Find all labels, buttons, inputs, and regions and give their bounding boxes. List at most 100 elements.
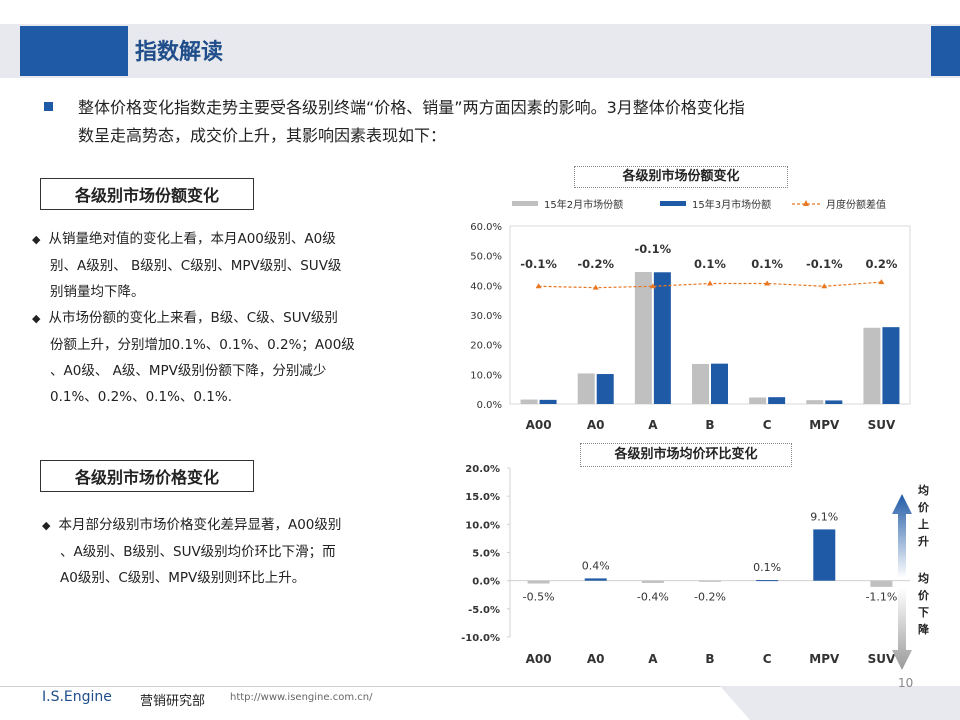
y-tick-label: 0.0% [472, 577, 500, 588]
footer-divider [0, 686, 960, 687]
bar [520, 399, 538, 404]
y-tick-label: 10.0% [465, 520, 500, 531]
bar [813, 529, 836, 581]
y-tick-label: -10.0% [461, 633, 500, 644]
x-tick-label: C [763, 418, 772, 432]
section-price-text: ◆ 本月部分级别市场价格变化差异显著，A00级别 、A级别、B级别、SUV级别均价… [42, 512, 442, 591]
diff-marker [878, 279, 885, 285]
y-tick-label: 20.0% [470, 341, 502, 352]
bar [711, 363, 728, 404]
diff-marker [707, 280, 713, 286]
y-tick-label: 0.0% [477, 400, 502, 411]
bar [806, 400, 824, 404]
y-tick-label: 30.0% [470, 311, 502, 322]
intro-line-1: 整体价格变化指数走势主要受各级别终端“价格、销量”两方面因素的影响。3月整体价格… [78, 98, 745, 117]
square-bullet-icon [44, 102, 53, 111]
page-title: 指数解读 [135, 40, 224, 65]
page-number: 10 [898, 676, 914, 690]
intro-text: 整体价格变化指数走势主要受各级别终端“价格、销量”两方面因素的影响。3月整体价格… [78, 94, 908, 150]
plot-frame [509, 225, 911, 405]
bar [882, 327, 900, 404]
diff-marker [649, 283, 656, 289]
bar [527, 580, 550, 584]
arrow-up-icon [892, 494, 912, 578]
bullet-item: ◆ 本月部分级别市场价格变化差异显著，A00级别 、A级别、B级别、SUV级别均价… [42, 517, 342, 586]
price-change-chart: -10.0% -5.0% 0.0% 5.0% 10.0% 15.0% 20.0% -0.5% A… [461, 464, 910, 666]
data-label: 0.1% [753, 561, 781, 574]
x-tick-label: A00 [526, 652, 552, 666]
section-share-text: ◆ 从销量绝对值的变化上看，本月A00级别、A0级 别、A级别、 B级别、C级别、… [32, 226, 432, 410]
bar [692, 363, 709, 404]
section-title-price: 各级别市场价格变化 [40, 460, 254, 492]
intro-line-2: 数呈走高势态，成交价上升，其影响因素表现如下： [78, 126, 447, 145]
bullet-item: ◆ 从市场份额的变化上来看，B级、C级、SUV级别 份额上升，分别增加0.1%、0… [32, 310, 355, 405]
price-down-label: 均价下降 [918, 572, 929, 636]
section-title-share: 各级别市场份额变化 [40, 178, 254, 210]
chart1-legend: 15年2月市场份额 15年3月市场份额 月度份额差值 [512, 198, 886, 211]
legend-swatch-feb [512, 201, 538, 206]
legend-label-feb: 15年2月市场份额 [544, 198, 623, 211]
data-label: 0.1% [751, 257, 783, 271]
x-tick-label: MPV [809, 418, 840, 432]
y-tick-label: 60.0% [470, 222, 502, 233]
x-tick-label: A0 [587, 418, 605, 432]
price-arrows [892, 494, 912, 670]
footer-url-link[interactable]: http://www.isengine.com.cn/ [230, 692, 373, 703]
footer-brand: I.S.Engine [42, 689, 112, 705]
market-share-chart: 15年2月市场份额 15年3月市场份额 月度份额差值 0.0% 10.0% 20.0… [470, 198, 911, 432]
footer-decoration [720, 686, 960, 720]
bar [863, 327, 881, 404]
diff-marker [592, 284, 599, 290]
legend-label-mar: 15年3月市场份额 [692, 198, 771, 211]
x-tick-label: MPV [809, 652, 840, 666]
y-tick-label: 40.0% [470, 281, 502, 292]
data-label: -0.1% [520, 257, 557, 271]
bar [596, 374, 614, 404]
data-label: -0.4% [637, 591, 669, 604]
bar [634, 271, 652, 404]
x-tick-label: SUV [868, 652, 896, 666]
x-tick-label: B [705, 418, 714, 432]
x-tick-label: A0 [587, 652, 605, 666]
bar [699, 580, 721, 582]
data-label: -0.2% [694, 591, 726, 604]
header-accent-block [20, 26, 128, 76]
y-tick-label: 50.0% [470, 252, 502, 263]
bar [749, 397, 767, 404]
data-label: 9.1% [810, 510, 838, 523]
bar [825, 400, 843, 404]
y-tick-label: 15.0% [465, 492, 500, 503]
header-band [0, 24, 960, 78]
bar [870, 580, 893, 587]
diff-marker [535, 283, 542, 289]
diamond-bullet-icon: ◆ [32, 233, 41, 246]
data-label: 0.4% [582, 559, 610, 572]
y-tick-label: 10.0% [470, 370, 502, 381]
x-tick-label: B [705, 652, 714, 666]
x-tick-label: A [648, 418, 658, 432]
y-tick-label: 20.0% [465, 464, 500, 475]
legend-swatch-mar [660, 201, 686, 206]
x-tick-label: A [648, 652, 658, 666]
chart1-title: 各级别市场份额变化 [574, 166, 788, 188]
diamond-bullet-icon: ◆ [32, 312, 41, 325]
arrow-down-icon [892, 588, 912, 670]
x-tick-label: A00 [526, 418, 552, 432]
bar [577, 373, 595, 404]
x-tick-label: C [763, 652, 772, 666]
diamond-bullet-icon: ◆ [42, 519, 51, 532]
data-label: 0.1% [694, 257, 726, 271]
y-tick-label: -5.0% [468, 605, 500, 616]
data-label: -0.5% [523, 591, 555, 604]
legend-label-diff: 月度份额差值 [826, 198, 886, 211]
bullet-item: ◆ 从销量绝对值的变化上看，本月A00级别、A0级 别、A级别、 B级别、C级别、… [32, 231, 342, 300]
bar [768, 397, 786, 404]
data-label: -0.2% [577, 257, 614, 271]
bar [756, 580, 779, 582]
header-right-block [931, 26, 960, 76]
data-label: -1.1% [865, 591, 897, 604]
bar [539, 399, 557, 404]
data-label: -0.1% [635, 242, 672, 256]
data-label: 0.2% [865, 257, 897, 271]
y-tick-label: 5.0% [472, 549, 500, 560]
